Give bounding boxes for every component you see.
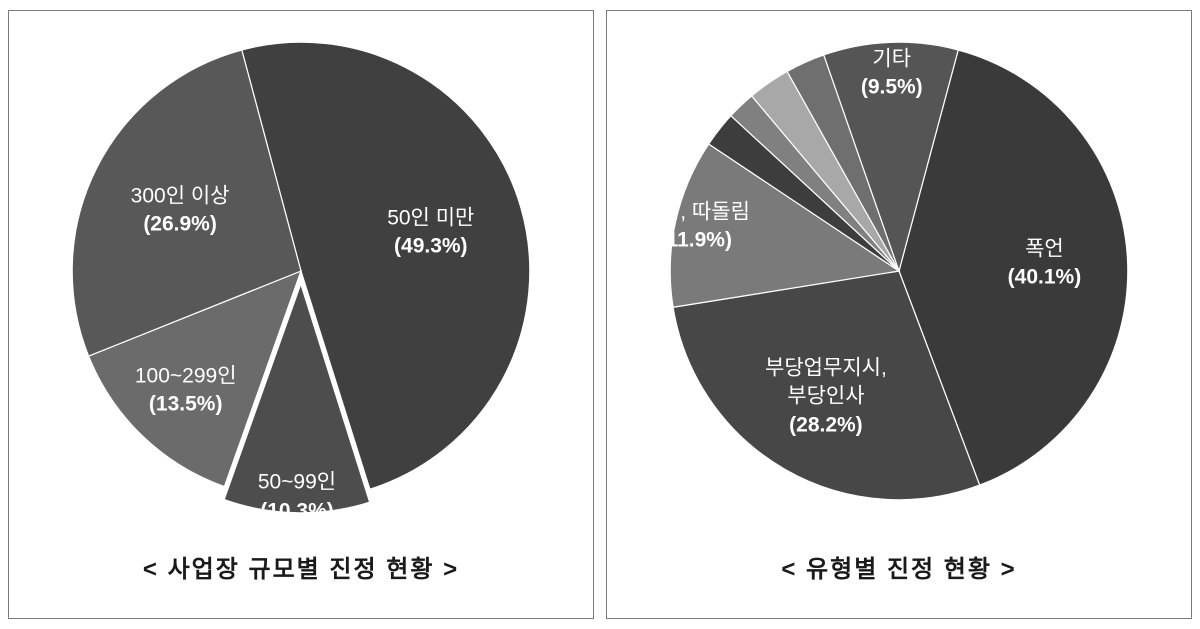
- title-bracket-right: >: [443, 556, 459, 583]
- title-core-left: 사업장 규모별 진정 현황: [168, 556, 435, 583]
- chart-container: 50인 미만(49.3%)50~99인(10.3%)100~299인(13.5%…: [0, 0, 1200, 629]
- pie-chart-workplace-size: 50인 미만(49.3%)50~99인(10.3%)100~299인(13.5%…: [9, 11, 593, 531]
- title-bracket-left: <: [143, 556, 159, 583]
- title-core-right: 유형별 진정 현황: [806, 556, 992, 583]
- panel-workplace-size: 50인 미만(49.3%)50~99인(10.3%)100~299인(13.5%…: [8, 10, 594, 619]
- title-bracket-right: >: [1001, 556, 1017, 583]
- panel-complaint-type: 폭언(40.1%)부당업무지시,부당인사(28.2%)험담, 따돌림(11.9%…: [606, 10, 1192, 619]
- pie-svg: [9, 11, 593, 531]
- title-bracket-left: <: [781, 556, 797, 583]
- panel-title-left: < 사업장 규모별 진정 현황 >: [143, 549, 459, 584]
- panel-title-right: < 유형별 진정 현황 >: [781, 549, 1016, 584]
- pie-chart-complaint-type: 폭언(40.1%)부당업무지시,부당인사(28.2%)험담, 따돌림(11.9%…: [607, 11, 1191, 531]
- pie-svg: [607, 11, 1191, 531]
